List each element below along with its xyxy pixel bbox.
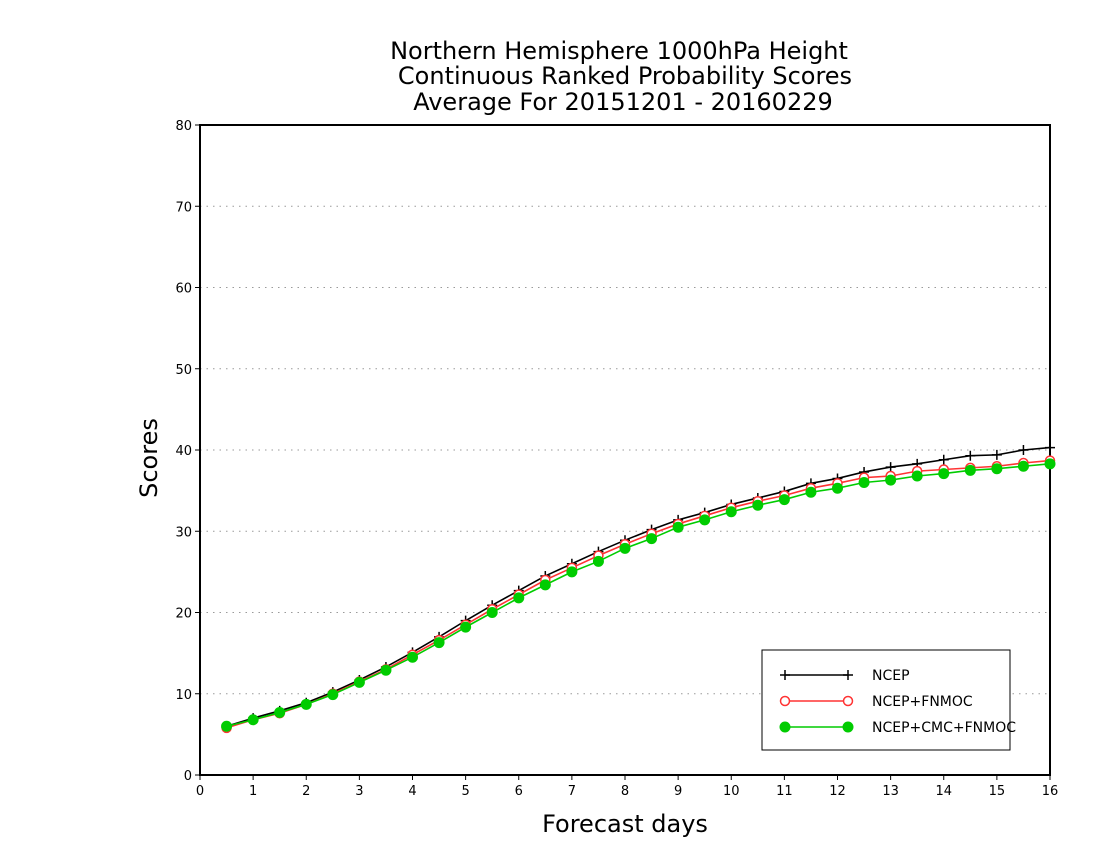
chart-title-line-1: Northern Hemisphere 1000hPa Height: [390, 37, 848, 65]
x-tick-label: 9: [674, 784, 682, 799]
chart-title-line-3: Average For 20151201 - 20160229: [413, 88, 833, 116]
x-axis-title: Forecast days: [542, 810, 708, 838]
series-1-point: [1018, 445, 1029, 455]
series-1-point: [965, 450, 976, 461]
x-tick-label: 16: [1042, 784, 1059, 799]
x-tick-label: 3: [355, 784, 363, 799]
y-tick-label: 20: [175, 607, 192, 622]
chart-title: Northern Hemisphere 1000hPa Height Conti…: [390, 37, 852, 116]
series-1-point: [885, 462, 896, 473]
series-3-point: [539, 579, 551, 591]
legend-entry-1: NCEP: [780, 668, 910, 684]
series-group: [221, 442, 1056, 734]
series-3-point: [805, 486, 817, 498]
y-tick-label: 10: [175, 688, 192, 703]
grid-lines: [200, 205, 1050, 695]
series-3-point: [460, 621, 472, 633]
series-3-point: [778, 494, 790, 506]
series-3-point: [858, 477, 870, 488]
y-tick-label: 50: [175, 363, 192, 378]
series-3-point: [619, 542, 631, 554]
series-3-point: [513, 592, 525, 604]
series-3-point: [725, 506, 737, 518]
legend-swatch-point: [780, 670, 790, 680]
series-3-point: [247, 714, 259, 726]
series-3-point: [592, 555, 604, 567]
x-tick-label: 2: [302, 784, 310, 799]
series-3-point: [407, 651, 418, 663]
series-3-point: [1017, 460, 1029, 472]
x-tick-label: 13: [882, 784, 899, 799]
x-tick-label: 1: [249, 784, 257, 799]
legend-swatch-point: [843, 670, 853, 680]
series-3-point: [274, 706, 286, 718]
series-3-point: [327, 689, 339, 701]
series-3-point: [672, 521, 684, 533]
series-1-point: [938, 454, 949, 465]
series-3-point: [566, 566, 578, 578]
y-tick-label: 70: [175, 200, 192, 215]
x-tick-label: 11: [776, 784, 793, 799]
series-3-point: [911, 470, 923, 482]
series-3-point: [646, 533, 658, 545]
y-tick-label: 80: [175, 119, 192, 134]
y-tick-label: 0: [184, 769, 192, 784]
series-3-point: [353, 676, 365, 688]
legend-box: [761, 649, 1011, 751]
series-1-point: [1045, 442, 1055, 453]
x-tick-label: 4: [408, 784, 416, 799]
series-3-point: [433, 637, 445, 649]
series-3: [221, 458, 1056, 732]
legend-swatch-point: [779, 695, 791, 707]
series-3-point: [300, 698, 312, 710]
series-3-point: [964, 464, 976, 476]
series-3-point: [832, 482, 843, 494]
series-3-point: [486, 607, 498, 618]
series-1-point: [991, 449, 1002, 460]
series-3-point: [380, 664, 392, 676]
legend-entry-2: NCEP+FNMOC: [779, 694, 973, 710]
y-tick-label: 60: [175, 282, 192, 297]
y-tick-label: 30: [175, 525, 192, 540]
chart-title-line-2: Continuous Ranked Probability Scores: [398, 62, 852, 90]
x-tick-label: 15: [989, 784, 1006, 799]
x-tick-label: 7: [568, 784, 576, 799]
series-3-point: [221, 720, 233, 732]
series-3-point: [699, 514, 711, 526]
x-tick-label: 12: [829, 784, 846, 799]
series-3-point: [752, 499, 764, 511]
y-tick-label: 40: [175, 444, 192, 459]
series-3-point: [938, 468, 950, 480]
legend: NCEP NCEP+FNMOC NCEP+CMC+FNMOC: [761, 649, 1016, 751]
legend-swatch-point: [779, 721, 791, 733]
series-3-point: [885, 474, 897, 486]
legend-label: NCEP: [872, 668, 910, 684]
x-tick-label: 6: [515, 784, 523, 799]
x-tick-label: 14: [935, 784, 952, 799]
legend-entry-3: NCEP+CMC+FNMOC: [779, 720, 1016, 736]
legend-label: NCEP+CMC+FNMOC: [872, 720, 1016, 736]
y-axis-title: Scores: [135, 418, 163, 498]
x-tick-label: 5: [461, 784, 469, 799]
legend-label: NCEP+FNMOC: [872, 694, 973, 710]
x-tick-label: 0: [196, 784, 204, 799]
legend-swatch-point: [842, 721, 854, 733]
legend-swatch-point: [842, 695, 854, 707]
x-tick-label: 8: [621, 784, 629, 799]
series-3-point: [1044, 458, 1056, 470]
series-3-point: [991, 463, 1003, 475]
x-tick-label: 10: [723, 784, 740, 799]
